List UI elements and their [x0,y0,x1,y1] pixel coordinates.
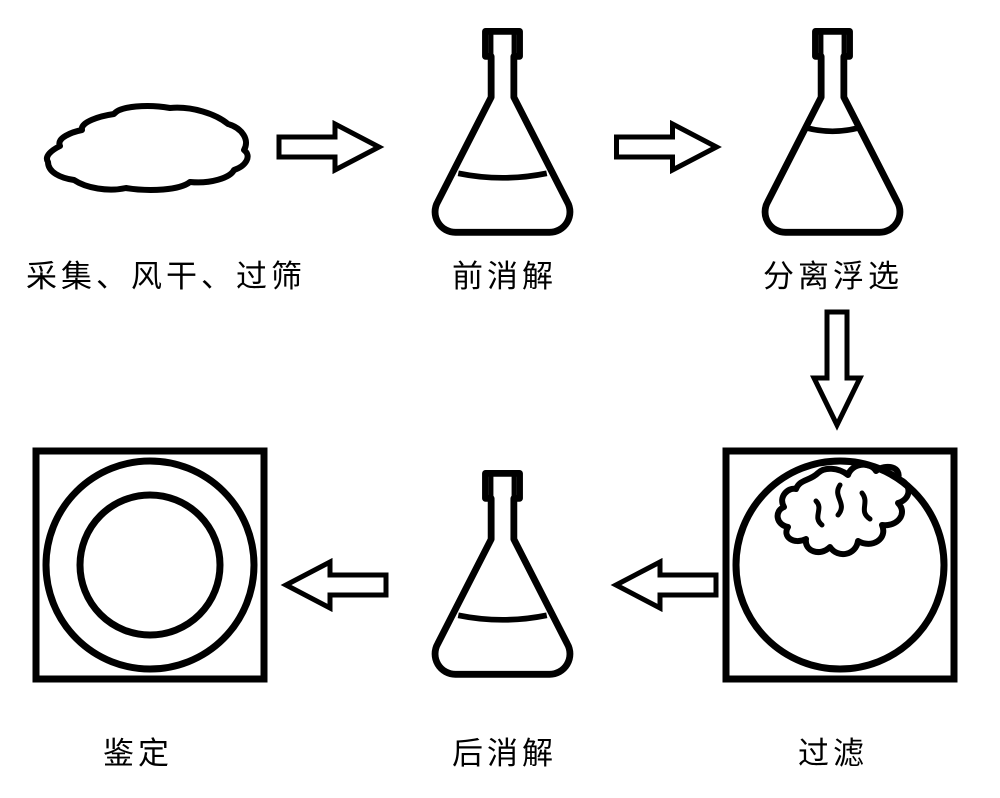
flask-icon [420,28,585,238]
arrow-left-icon [610,558,720,612]
flask-icon [750,28,915,238]
flask-icon [420,470,585,680]
arrow-right-icon [275,120,385,174]
arrow-down-icon [810,308,864,431]
step2-label: 前消解 [452,251,557,296]
filter-debris-icon [720,445,960,685]
arrow-right-icon [610,120,725,174]
flow-diagram: 采集、风干、过筛 前消解 分离浮选 过滤 [0,0,1000,798]
step3-label: 分离浮选 [763,251,903,296]
step1-label: 采集、风干、过筛 [26,251,306,296]
step4-label: 过滤 [798,728,868,773]
step6-label: 鉴定 [103,728,173,773]
ring-square-icon [30,445,270,685]
step5-label: 后消解 [452,728,557,773]
powder-pile-icon [30,78,260,208]
arrow-left-icon [280,558,390,612]
